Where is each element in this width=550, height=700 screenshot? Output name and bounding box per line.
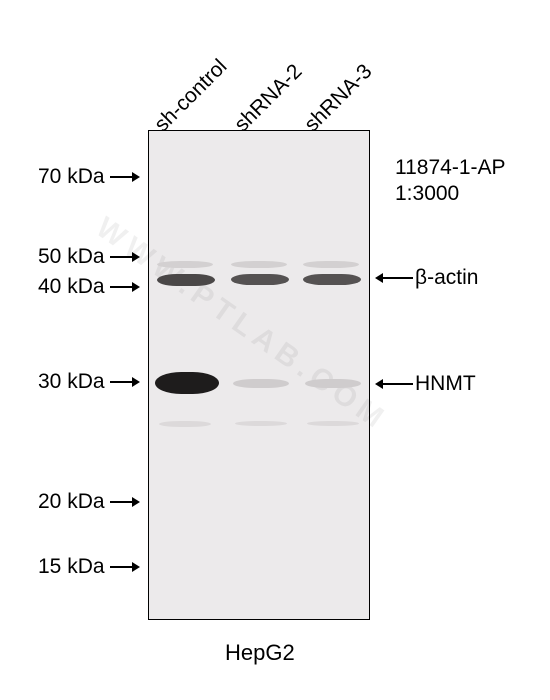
band-lower-faint-lane1	[159, 421, 211, 427]
lane-label-2: shRNA-2	[230, 60, 307, 137]
mw-label-text: 30 kDa	[38, 370, 105, 393]
band-hnmt-lane2	[233, 379, 289, 388]
mw-marker-20: 20 kDa	[38, 490, 140, 514]
band-beta-actin-lane2	[231, 274, 289, 285]
arrow-right-icon	[110, 250, 140, 264]
blot-image-area: WWW.PTLAB.COM	[148, 130, 370, 620]
mw-marker-50: 50 kDa	[38, 245, 140, 269]
arrow-right-icon	[110, 280, 140, 294]
lane-label-1: sh-control	[150, 55, 232, 137]
arrow-right-icon	[110, 170, 140, 184]
band-beta-actin-lane3	[303, 274, 361, 285]
label-hnmt: HNMT	[415, 372, 476, 396]
arrow-right-icon	[110, 560, 140, 574]
band-beta-actin-lane1	[157, 274, 215, 286]
label-beta-actin: β-actin	[415, 266, 478, 290]
mw-label-text: 15 kDa	[38, 555, 105, 578]
arrow-left-icon	[373, 271, 413, 285]
mw-label-text: 20 kDa	[38, 490, 105, 513]
mw-marker-30: 30 kDa	[38, 370, 140, 394]
sample-name: HepG2	[225, 640, 295, 666]
mw-label-text: 50 kDa	[38, 245, 105, 268]
mw-marker-15: 15 kDa	[38, 555, 140, 579]
band-hnmt-lane3	[305, 379, 361, 388]
arrow-left-icon	[373, 377, 413, 391]
arrow-right-icon	[110, 375, 140, 389]
western-blot-figure: WWW.PTLAB.COM sh-control shRNA-2 shRNA-3…	[0, 0, 550, 700]
band-lower-faint-lane2	[235, 421, 287, 426]
mw-marker-40: 40 kDa	[38, 275, 140, 299]
mw-label-text: 70 kDa	[38, 165, 105, 188]
antibody-dilution: 1:3000	[395, 181, 506, 207]
lane-label-3: shRNA-3	[300, 60, 377, 137]
band-lower-faint-lane3	[307, 421, 359, 426]
antibody-catalog: 11874-1-AP	[395, 155, 506, 181]
band-hnmt-lane1	[155, 372, 219, 394]
mw-label-text: 40 kDa	[38, 275, 105, 298]
mw-marker-70: 70 kDa	[38, 165, 140, 189]
antibody-info: 11874-1-AP 1:3000	[395, 155, 506, 208]
band-shadow-lane1	[157, 261, 213, 268]
band-shadow-lane3	[303, 261, 359, 268]
arrow-right-icon	[110, 495, 140, 509]
band-shadow-lane2	[231, 261, 287, 268]
